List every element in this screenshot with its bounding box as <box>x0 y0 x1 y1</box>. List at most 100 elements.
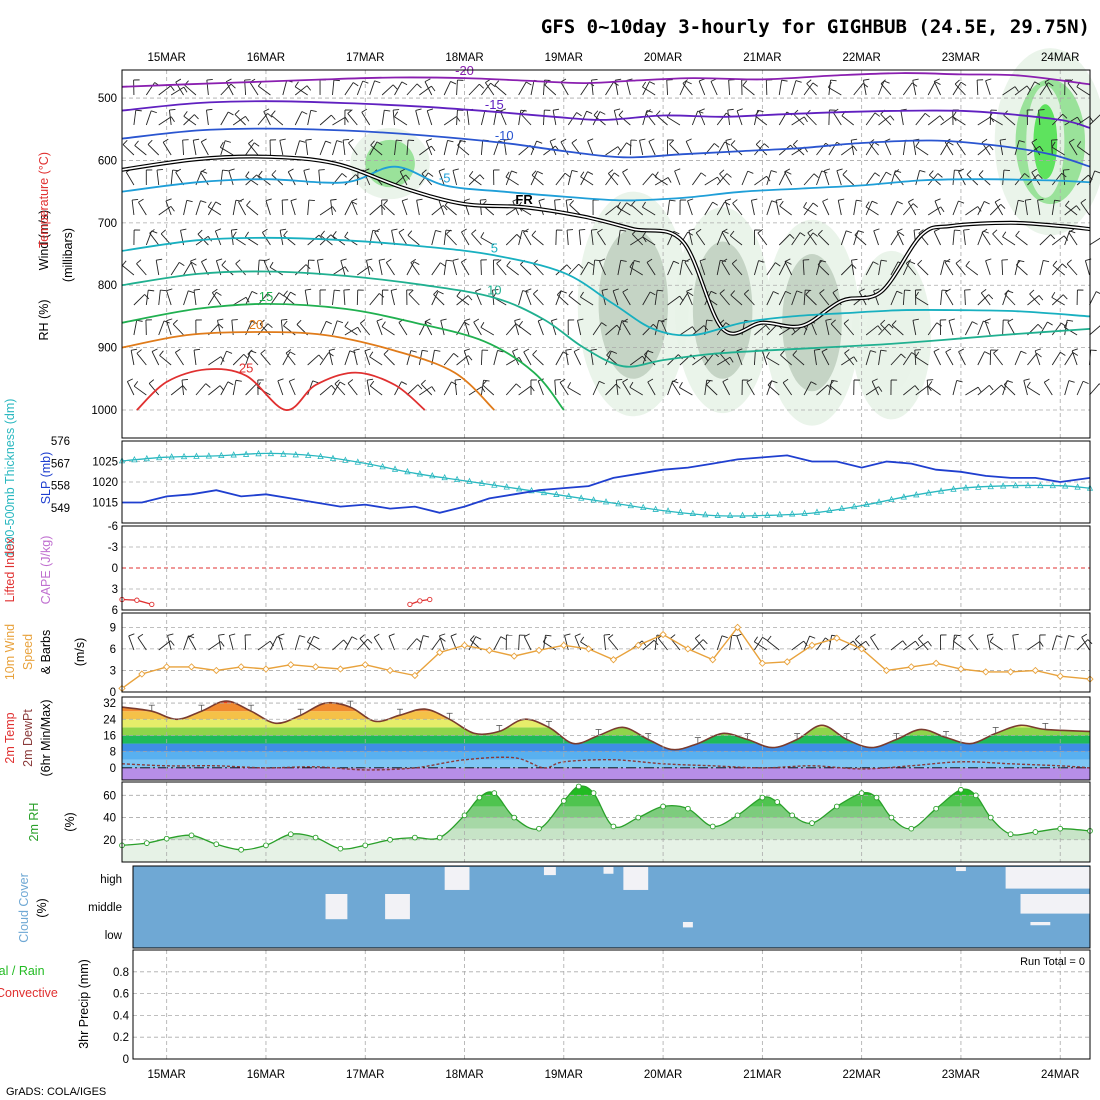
temp-tick: 0 <box>110 763 116 775</box>
wind-barb-feather <box>278 292 285 297</box>
wind-barb <box>778 261 787 276</box>
wind-barb-feather <box>172 319 178 325</box>
wind-barb-feather <box>374 80 381 84</box>
wind-barb-feather <box>182 385 187 391</box>
wind-barb-feather <box>520 109 527 112</box>
wind-barb <box>648 141 656 156</box>
wind-barb <box>706 384 718 396</box>
wind-barb <box>360 322 371 336</box>
wind-barb-feather <box>634 260 641 263</box>
thickness-marker <box>751 511 759 518</box>
wind-barb-feather <box>810 381 817 385</box>
wind-barb-feather <box>591 79 598 81</box>
wind-barb <box>376 320 383 336</box>
rh2m-frame <box>121 781 1091 863</box>
wind-barb <box>622 321 631 336</box>
wind-barb-feather <box>803 202 807 208</box>
wind-barb-feather <box>803 640 808 647</box>
wind-barb-feather <box>341 173 347 178</box>
wind-barb <box>878 115 891 126</box>
wind-barb-feather <box>948 318 955 321</box>
wind-barb-feather <box>160 229 166 235</box>
wind-barb <box>316 260 321 276</box>
wind-barb <box>902 140 906 156</box>
wind-barb-feather <box>599 258 606 262</box>
wind-barb-feather <box>567 382 572 388</box>
wind-barb-feather <box>308 199 315 202</box>
wind-speed-marker <box>212 666 220 675</box>
wind-barb-feather <box>281 319 288 321</box>
wind-barb <box>841 640 854 651</box>
wind-barb <box>639 140 644 156</box>
thickness-marker <box>1062 482 1069 489</box>
wind-barb-feather <box>378 293 385 298</box>
wind-barb-feather <box>559 378 566 383</box>
wind-barb <box>927 322 938 336</box>
wind-barb <box>394 381 402 396</box>
wind-barb <box>245 142 255 156</box>
wind-barb-feather <box>669 139 675 145</box>
wind-barb <box>766 356 780 366</box>
thickness-marker <box>851 502 858 510</box>
wind-barb-feather <box>433 289 439 295</box>
wind-barb <box>791 80 797 96</box>
wind-barb <box>784 261 793 276</box>
wind-barb-feather <box>984 201 990 205</box>
wind-barb <box>965 386 979 396</box>
cloud-patch <box>385 894 410 920</box>
wind-barb <box>902 352 913 366</box>
wind-barb-feather <box>384 109 391 112</box>
rh-marker <box>972 792 979 799</box>
wind-barb <box>340 260 346 276</box>
wind-barb <box>443 260 447 276</box>
thickness-marker <box>627 501 634 509</box>
wind-barb <box>1002 170 1005 186</box>
wind-barb <box>1051 200 1055 216</box>
wind-barb <box>419 386 433 396</box>
wind-barb <box>1014 200 1019 216</box>
wind-barb <box>357 266 370 276</box>
wind-speed-marker <box>138 670 146 678</box>
wind-barb-feather <box>687 198 694 202</box>
wind-barb <box>307 234 320 246</box>
wind-barb <box>480 380 485 396</box>
wind-barb-feather <box>417 384 423 390</box>
wind-barb <box>232 200 237 216</box>
wind-barb <box>170 385 184 396</box>
wind-barb <box>228 635 234 651</box>
cloud-patch <box>682 922 693 928</box>
wind-barb-feather <box>909 260 916 265</box>
wind-tick: 6 <box>110 644 116 656</box>
wind-barb <box>803 232 814 246</box>
wind-barb-feather <box>773 291 779 295</box>
wind-barb-feather <box>958 168 965 173</box>
wind-barb <box>900 110 904 126</box>
wind-barb <box>369 385 383 396</box>
wind-barb-feather <box>524 633 530 637</box>
wind-barb-feather <box>318 169 325 171</box>
wind-barb-feather <box>614 172 620 177</box>
wind-barb <box>195 200 201 216</box>
wind-barb-feather <box>337 320 344 324</box>
wind-barb <box>480 140 484 156</box>
wind-barb-feather <box>425 321 432 325</box>
wind-barb <box>775 200 780 216</box>
wind-barb <box>1027 641 1041 651</box>
wind-barb-feather <box>565 348 572 351</box>
wind-barb <box>394 174 406 186</box>
wind-barb <box>392 110 395 126</box>
wind-barb-feather <box>234 109 240 115</box>
wind-barb-feather <box>686 288 693 292</box>
wind-barb <box>381 84 394 96</box>
wind-barb <box>778 144 791 156</box>
wind-barb-feather <box>781 79 788 82</box>
thickness-marker <box>937 487 945 494</box>
wind-barb-feather <box>597 228 603 233</box>
wind-barb-feather <box>290 291 296 296</box>
wind-barb <box>424 321 433 336</box>
wind-barb-feather <box>871 200 878 204</box>
wind-barb <box>630 355 643 366</box>
wind-barb <box>778 80 783 96</box>
wind-barb <box>803 635 811 651</box>
wind-barb-feather <box>851 258 858 261</box>
